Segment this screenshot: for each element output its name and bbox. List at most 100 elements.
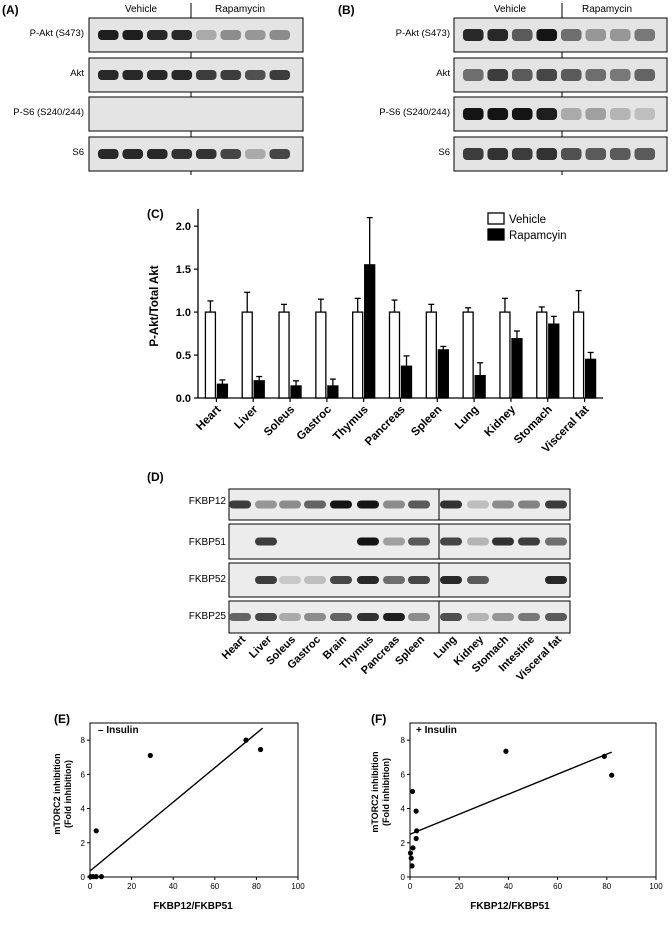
panel-e-data-point (98, 874, 105, 880)
panel-d-band (545, 500, 567, 509)
panel-a-band (171, 70, 193, 80)
panel-e-y-tick-label: 6 (81, 770, 86, 779)
panel-d-band (330, 576, 352, 584)
panel-d-band (408, 576, 430, 584)
panel-d-band (279, 613, 301, 621)
panel-b-band (511, 108, 533, 120)
panel-b-band (487, 148, 509, 160)
panel-e-data-point (93, 874, 99, 880)
panel-a-group-rapamycin: Rapamycin (215, 4, 265, 15)
panel-f-scatter-plot: (F) + Insulin FKBP12/FKBP51 mTORC2 inhib… (370, 712, 663, 912)
panel-d-band (492, 500, 514, 509)
panel-b-row-label-p-s6: P-S6 (S240/244) (379, 107, 450, 118)
panel-f-x-tick-label: 60 (553, 882, 562, 891)
panel-c-category-label: Soleus (262, 404, 297, 439)
panel-e-data-point (93, 828, 99, 834)
panel-d-row-label-fkbp51: FKBP51 (189, 537, 227, 548)
panel-b-row-label-akt: Akt (436, 68, 450, 79)
panel-a-row-label-p-akt: P-Akt (S473) (30, 28, 84, 39)
panel-b-band (462, 69, 484, 81)
panel-c-bar-rapamycin (474, 375, 486, 399)
panel-b-band (487, 69, 509, 81)
panel-c-category-label: Heart (194, 404, 223, 433)
panel-d-band (440, 537, 462, 546)
panel-e-x-tick-label: 0 (88, 882, 93, 891)
panel-f-fit-line (409, 751, 612, 835)
panel-c-bar-vehicle (241, 311, 253, 399)
panel-d-western-blot: (D) FKBP12 FKBP51 FKBP52 FKBP25 HeartLiv… (147, 470, 571, 683)
panel-b-row-label-s6: S6 (438, 147, 450, 158)
panel-d-band (383, 500, 405, 509)
panel-b-band (462, 148, 484, 160)
panel-a-band (195, 30, 217, 40)
panel-f-y-axis-label-2: (Fold inhibition) (381, 758, 391, 826)
panel-a-row-label-s6: S6 (72, 147, 84, 158)
panel-a-label: (A) (2, 3, 19, 17)
panel-c-bar-chart: (C) P-Akt/Total Akt Vehicle Rapamcyin 0.… (147, 207, 603, 455)
panel-b-row-label-p-akt: P-Akt (S473) (396, 28, 450, 39)
panel-d-band (255, 613, 277, 621)
panel-c-category-label: Spleen (409, 404, 444, 439)
panel-e-y-tick-label: 8 (81, 736, 86, 745)
panel-b-band (634, 108, 656, 120)
panel-b-band (462, 108, 484, 120)
panel-e-x-tick-label: 80 (252, 882, 261, 891)
panel-d-band (440, 613, 462, 621)
panel-d-band (408, 537, 430, 546)
panel-c-bar-vehicle (462, 311, 474, 399)
panel-c-bar-rapamycin (253, 380, 265, 399)
panel-e-scatter-plot: (E) – Insulin FKBP12/FKBP51 mTORC2 inhib… (52, 712, 305, 912)
panel-b-band (487, 29, 509, 41)
panel-a-band (195, 70, 217, 80)
panel-d-tissue-label: Heart (220, 633, 249, 662)
panel-b-band (511, 29, 533, 41)
panel-d-band (518, 613, 540, 621)
panel-e-y-tick-label: 0 (81, 873, 86, 882)
panel-b-band (560, 69, 582, 81)
panel-b-band (585, 29, 607, 41)
panel-b-western-blot: (B) Vehicle Rapamycin P-Akt (S473) Akt P… (338, 3, 668, 175)
panel-c-bar-rapamycin (437, 349, 449, 399)
panel-d-band (467, 613, 489, 621)
panel-f-data-point (409, 788, 416, 795)
panel-c-bar-rapamycin (364, 264, 376, 399)
panel-b-group-rapamycin: Rapamycin (582, 4, 632, 15)
panel-a-band (244, 70, 266, 80)
panel-d-band (518, 500, 540, 509)
panel-c-category-label: Pancreas (363, 404, 408, 449)
panel-b-band (536, 29, 558, 41)
panel-b-group-vehicle: Vehicle (494, 4, 527, 15)
panel-a-band (97, 149, 119, 159)
panel-c-y-tick-label: 0.5 (176, 350, 191, 362)
panel-c-bar-rapamycin (327, 385, 339, 399)
panel-d-band (408, 613, 430, 621)
panel-d-band (304, 500, 326, 509)
panel-d-band (408, 500, 430, 509)
panel-c-bar-rapamycin (400, 365, 413, 399)
legend-rapamycin-swatch (487, 228, 505, 241)
panel-d-row-label-fkbp52: FKBP52 (189, 574, 227, 585)
panel-a-band (146, 70, 168, 80)
panel-a-band (122, 30, 144, 40)
panel-e-x-tick-label: 100 (291, 882, 305, 891)
panel-f-data-point (413, 808, 419, 814)
panel-f-label: (F) (371, 712, 386, 726)
panel-d-band (279, 576, 301, 584)
panel-b-band (609, 148, 631, 160)
legend-vehicle-swatch (487, 212, 505, 225)
panel-d-band (255, 500, 277, 509)
panel-f-data-point (503, 748, 509, 754)
panel-e-y-tick-label: 2 (81, 839, 86, 848)
panel-e-x-tick-label: 40 (169, 882, 178, 891)
panel-c-bar-vehicle (204, 311, 217, 399)
panel-d-band (467, 576, 489, 584)
panel-a-band (269, 149, 291, 159)
panel-c-y-tick-label: 1.0 (176, 307, 191, 319)
panel-a-band (171, 30, 193, 40)
panel-e-data-point (243, 737, 249, 743)
panel-f-y-tick-label: 8 (401, 736, 406, 745)
panel-d-band (304, 613, 326, 621)
panel-d-band (545, 537, 567, 546)
panel-f-y-tick-label: 2 (401, 839, 406, 848)
